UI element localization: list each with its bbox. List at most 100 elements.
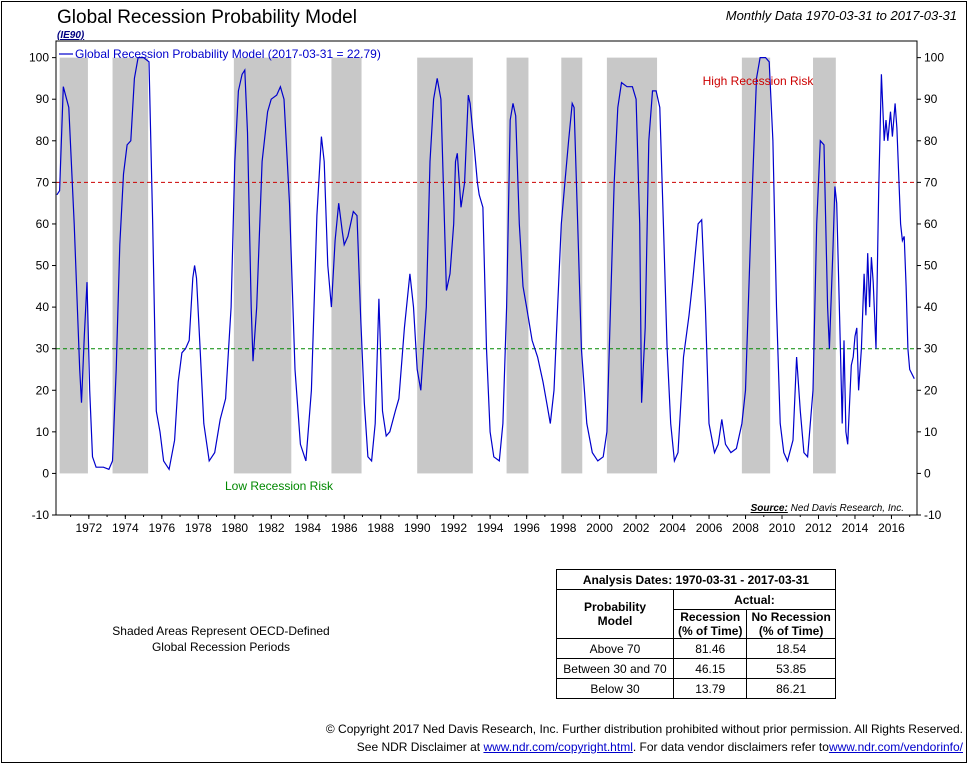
y-tick-label: 60: [36, 217, 50, 231]
legend-label: Global Recession Probability Model (2017…: [75, 47, 381, 61]
high-risk-label: High Recession Risk: [703, 74, 815, 88]
row-no-recession: 86.21: [746, 678, 836, 699]
y-tick-label-right: 60: [924, 217, 938, 231]
recession-shade: [59, 57, 88, 474]
y-tick-label: 70: [36, 175, 50, 189]
analysis-table: Analysis Dates: 1970-03-31 - 2017-03-31 …: [556, 569, 836, 699]
row-label: Below 30: [556, 678, 674, 699]
analysis-title: Analysis Dates: 1970-03-31 - 2017-03-31: [556, 569, 836, 590]
y-tick-label: 80: [36, 134, 50, 148]
x-tick-label: 1992: [440, 521, 467, 535]
x-tick-label: 1996: [513, 521, 540, 535]
y-tick-label-right: 20: [924, 383, 938, 397]
row-no-recession: 53.85: [746, 658, 836, 679]
y-tick-label-right: 100: [924, 51, 944, 65]
recession-shade: [417, 57, 473, 474]
row-label: Between 30 and 70: [556, 658, 674, 679]
x-tick-label: 2008: [732, 521, 759, 535]
y-tick-label-right: 0: [924, 466, 931, 480]
recession-shade: [741, 57, 771, 474]
x-tick-label: 1974: [112, 521, 139, 535]
recession-shade: [813, 57, 836, 474]
disclaimer-line: See NDR Disclaimer at www.ndr.com/copyri…: [326, 738, 963, 756]
model-header: Probability Model: [556, 589, 674, 639]
x-tick-label: 1984: [294, 521, 321, 535]
y-tick-label: 30: [36, 342, 50, 356]
y-tick-label: 100: [29, 51, 49, 65]
x-tick-label: 1998: [550, 521, 577, 535]
x-tick-label: 2012: [805, 521, 832, 535]
row-recession: 13.79: [672, 678, 748, 699]
shade-note-line1: Shaded Areas Represent OECD-Defined: [112, 624, 330, 638]
x-tick-label: 1988: [367, 521, 394, 535]
y-tick-label-right: 40: [924, 300, 938, 314]
x-tick-label: 1982: [258, 521, 285, 535]
y-tick-label: 50: [36, 259, 50, 273]
y-tick-label-right: 30: [924, 342, 938, 356]
plot-area: [55, 40, 918, 516]
row-no-recession: 18.54: [746, 638, 836, 659]
x-tick-label: 1994: [477, 521, 504, 535]
low-risk-label: Low Recession Risk: [225, 479, 334, 493]
x-tick-label: 1972: [75, 521, 102, 535]
series-code[interactable]: (IE90): [57, 30, 85, 41]
source-label: Source:: [751, 503, 788, 514]
y-tick-label: 90: [36, 92, 50, 106]
reference-lines: [56, 181, 917, 350]
copyright-line: © Copyright 2017 Ned Davis Research, Inc…: [325, 722, 963, 736]
y-tick-label-right: -10: [924, 508, 942, 522]
row-label: Above 70: [556, 638, 674, 659]
model-header-line1: Probability: [583, 600, 646, 614]
series-line: [56, 57, 915, 471]
y-tick-label: 10: [36, 425, 50, 439]
recession-shades: [59, 57, 836, 474]
y-tick-label: -10: [32, 508, 50, 522]
x-tick-label: 1976: [148, 521, 175, 535]
recession-shade: [331, 57, 362, 474]
recession-shade: [606, 57, 658, 474]
x-tick-label: 1986: [331, 521, 358, 535]
y-tick-label-right: 80: [924, 134, 938, 148]
y-tick-label-right: 70: [924, 175, 938, 189]
table-row: Between 30 and 70 46.15 53.85: [556, 658, 836, 679]
recession-shade: [506, 57, 529, 474]
shade-note-line2: Global Recession Periods: [151, 640, 291, 654]
series-lines: [56, 57, 915, 471]
actual-header: Actual:: [673, 589, 836, 610]
date-range: Monthly Data 1970-03-31 to 2017-03-31: [725, 8, 957, 23]
shade-note: Shaded Areas Represent OECD-Defined Glob…: [96, 623, 346, 655]
model-header-line2: Model: [597, 614, 633, 628]
x-tick-label: 2000: [586, 521, 613, 535]
x-tick-label: 2002: [623, 521, 650, 535]
recession-shade: [112, 57, 149, 474]
y-tick-label-right: 90: [924, 92, 938, 106]
x-tick-label: 2006: [696, 521, 723, 535]
y-tick-label: 40: [36, 300, 50, 314]
axes: -10 -10 0 0 10 10 20 20 30 30 40 40 50 50 60 60 70 70 80 80…: [29, 40, 944, 535]
y-tick-label-right: 50: [924, 259, 938, 273]
table-row: Above 70 81.46 18.54: [556, 638, 836, 659]
disclaimer-prefix: See NDR Disclaimer at: [356, 740, 484, 754]
no-recession-col-header: No Recession (% of Time): [746, 609, 836, 639]
vendorinfo-link[interactable]: www.ndr.com/vendorinfo/: [828, 740, 963, 754]
source-note: Source: Ned Davis Research, Inc.: [751, 503, 904, 514]
table-row: Below 30 13.79 86.21: [556, 678, 836, 699]
no-recession-col-header-line1: No Recession: [751, 610, 831, 624]
source-text: Ned Davis Research, Inc.: [788, 503, 904, 514]
recession-col-header: Recession (% of Time): [672, 609, 748, 639]
recession-shade: [233, 57, 292, 474]
x-tick-label: 1980: [221, 521, 248, 535]
y-tick-label: 20: [36, 383, 50, 397]
row-recession: 46.15: [672, 658, 748, 679]
x-tick-label: 1990: [404, 521, 431, 535]
no-recession-col-header-line2: (% of Time): [758, 624, 824, 638]
recession-col-header-line1: Recession: [680, 610, 741, 624]
row-recession: 81.46: [672, 638, 748, 659]
x-tick-label: 2016: [878, 521, 905, 535]
x-tick-label: 2010: [769, 521, 796, 535]
chart-labels: Global Recession Probability Model (2017…: [59, 47, 904, 514]
x-tick-label: 2014: [842, 521, 869, 535]
copyright-link[interactable]: www.ndr.com/copyright.html: [483, 740, 633, 754]
